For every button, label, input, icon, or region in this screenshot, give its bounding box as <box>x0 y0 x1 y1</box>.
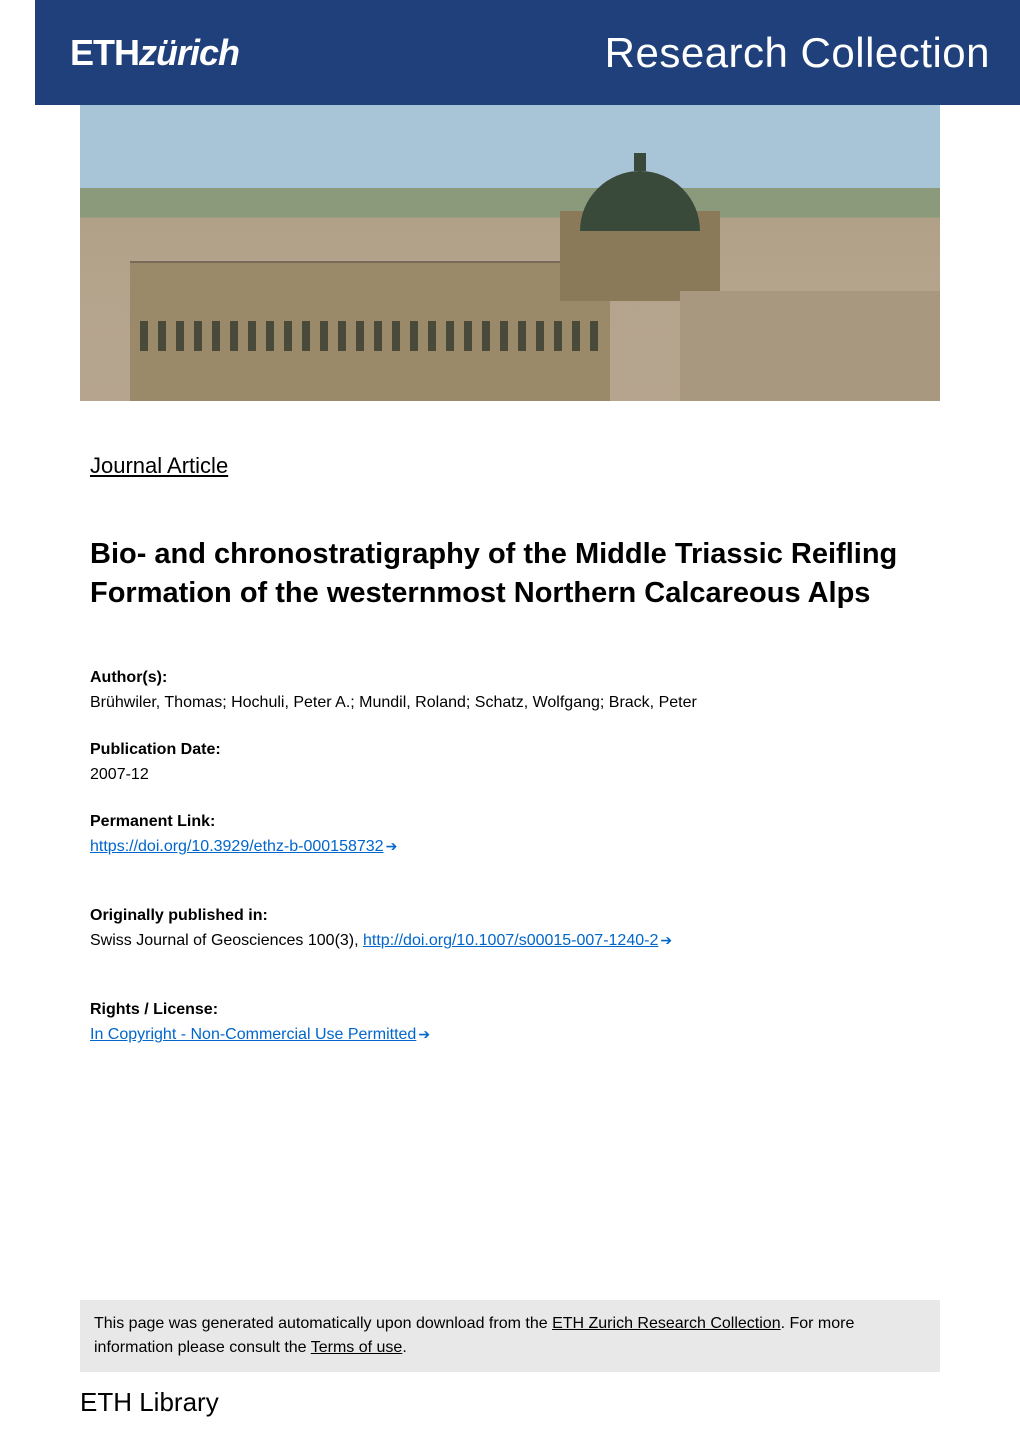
eth-logo: ETHzürich <box>70 32 239 74</box>
content-area: Journal Article Bio- and chronostratigra… <box>0 401 1020 1047</box>
document-type: Journal Article <box>90 453 930 479</box>
footer-suffix: . <box>402 1339 406 1356</box>
eth-library-label: ETH Library <box>80 1387 219 1418</box>
authors-block: Author(s): Brühwiler, Thomas; Hochuli, P… <box>90 669 930 715</box>
windows-row <box>140 321 600 351</box>
authors-label: Author(s): <box>90 669 930 687</box>
external-link-icon: ➔ <box>386 838 398 854</box>
document-title: Bio- and chronostratigraphy of the Middl… <box>90 535 930 613</box>
origpub-block: Originally published in: Swiss Journal o… <box>90 907 930 953</box>
logo-light: zürich <box>139 32 239 73</box>
rights-label: Rights / License: <box>90 1001 930 1019</box>
rights-block: Rights / License: In Copyright - Non-Com… <box>90 1001 930 1047</box>
footer-link-collection[interactable]: ETH Zurich Research Collection <box>552 1315 781 1332</box>
rights-link[interactable]: In Copyright - Non-Commercial Use Permit… <box>90 1026 416 1043</box>
pubdate-label: Publication Date: <box>90 741 930 759</box>
dome-shape <box>580 171 700 231</box>
spacer <box>90 979 930 1001</box>
origpub-value: Swiss Journal of Geosciences 100(3), htt… <box>90 929 930 953</box>
origpub-url[interactable]: http://doi.org/10.1007/s00015-007-1240-2 <box>363 932 658 949</box>
origpub-label: Originally published in: <box>90 907 930 925</box>
permalink-value: https://doi.org/10.3929/ethz-b-000158732… <box>90 835 930 859</box>
collection-title: Research Collection <box>605 29 990 77</box>
spacer <box>90 885 930 907</box>
permalink-block: Permanent Link: https://doi.org/10.3929/… <box>90 813 930 859</box>
external-link-icon: ➔ <box>660 932 672 948</box>
page-container: ETHzürich Research Collection Journal Ar… <box>0 0 1020 1442</box>
authors-value: Brühwiler, Thomas; Hochuli, Peter A.; Mu… <box>90 691 930 715</box>
header-bar: ETHzürich Research Collection <box>35 0 1020 105</box>
logo-bold: ETH <box>70 32 139 73</box>
permalink-label: Permanent Link: <box>90 813 930 831</box>
side-building-shape <box>680 291 940 401</box>
building-silhouette <box>80 221 940 401</box>
pubdate-value: 2007-12 <box>90 763 930 787</box>
footer-link-terms[interactable]: Terms of use <box>311 1339 403 1356</box>
pubdate-block: Publication Date: 2007-12 <box>90 741 930 787</box>
permalink-url[interactable]: https://doi.org/10.3929/ethz-b-000158732 <box>90 838 384 855</box>
external-link-icon: ➔ <box>418 1026 430 1042</box>
footer-note: This page was generated automatically up… <box>80 1300 940 1372</box>
origpub-prefix: Swiss Journal of Geosciences 100(3), <box>90 932 363 949</box>
rights-value: In Copyright - Non-Commercial Use Permit… <box>90 1023 930 1047</box>
footer-prefix: This page was generated automatically up… <box>94 1315 552 1332</box>
hero-image <box>80 105 940 401</box>
